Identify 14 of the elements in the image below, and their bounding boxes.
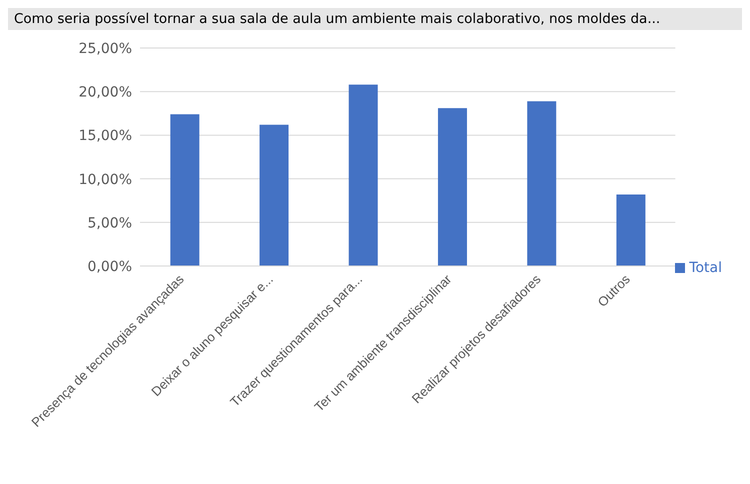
y-tick-label: 25,00% [78, 40, 132, 57]
y-tick-label: 5,00% [88, 215, 132, 232]
bar [260, 124, 289, 266]
bar [170, 114, 200, 266]
bar [616, 194, 646, 266]
y-tick-label: 10,00% [78, 172, 132, 188]
y-tick-label: 15,00% [78, 128, 132, 144]
bar [438, 108, 467, 266]
legend-label: Total [689, 260, 722, 276]
y-tick-label: 20,00% [78, 84, 132, 101]
chart-title: Como seria possível tornar a sua sala de aula um ambiente mais colaborativo, nos moldes da... [8, 8, 742, 30]
bar [527, 101, 556, 266]
bar [348, 84, 378, 266]
y-tick-label: 0,00% [88, 258, 132, 275]
